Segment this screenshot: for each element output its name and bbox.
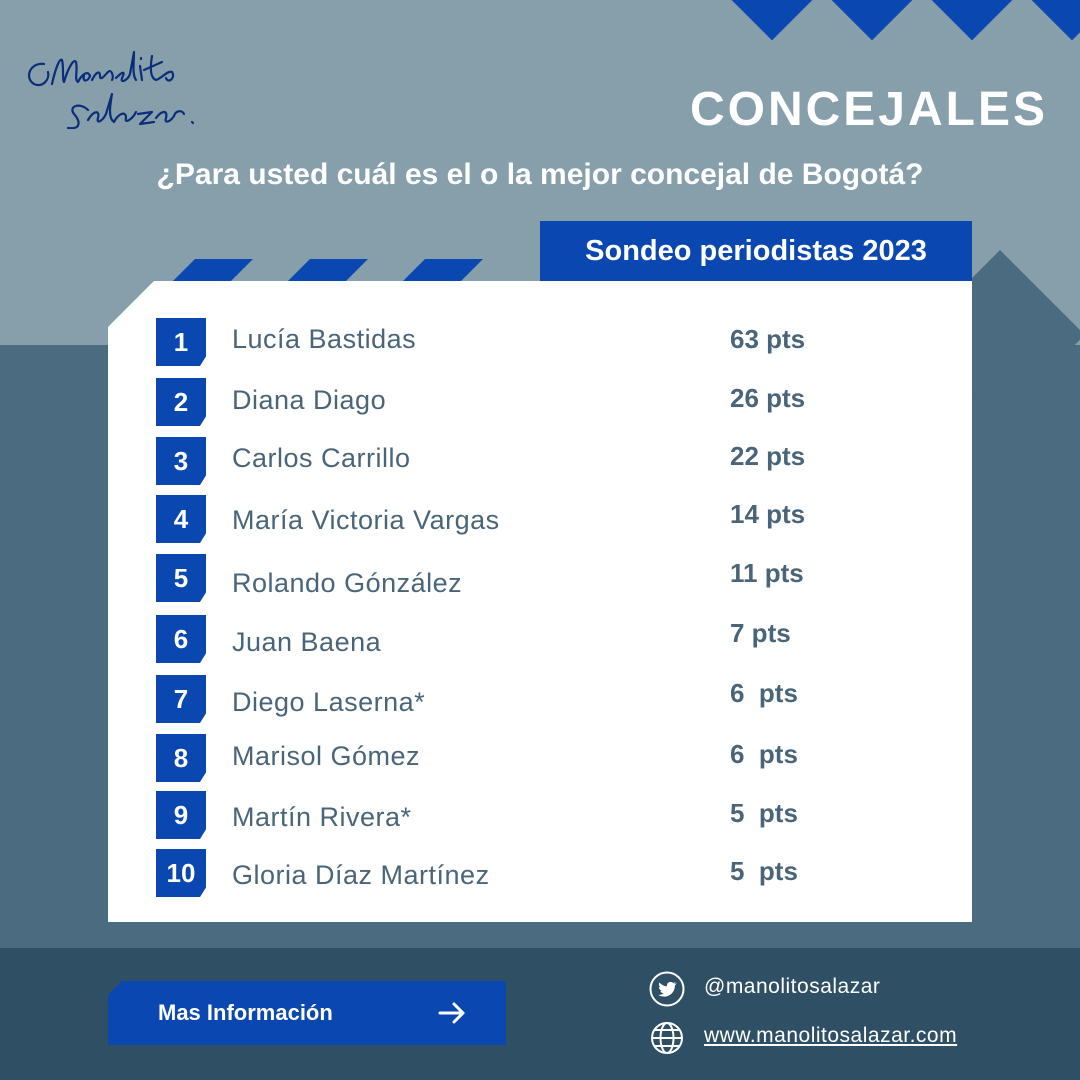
rank-badge: 3 xyxy=(156,437,206,485)
ranking-row: 8 Marisol Gómez 6 pts xyxy=(108,734,972,784)
website-link[interactable]: www.manolitosalazar.com xyxy=(704,1024,958,1047)
ranking-row: 10 Gloria Díaz Martínez 5 pts xyxy=(108,849,972,899)
twitter-handle: @manolitosalazar xyxy=(704,975,881,998)
ranking-row: 6 Juan Baena 7 pts xyxy=(108,615,972,665)
councilor-name: Juan Baena xyxy=(232,627,382,657)
twitter-icon xyxy=(649,971,685,1007)
ranking-card: 1 Lucía Bastidas 63 pts 2 Diana Diago 26… xyxy=(108,281,972,922)
ranking-row: 5 Rolando Gónzález 11 pts xyxy=(108,554,972,604)
points-value: 26 pts xyxy=(730,383,806,413)
rank-badge: 1 xyxy=(156,318,206,366)
signature-logo xyxy=(27,50,195,129)
points-value: 6 pts xyxy=(730,739,798,769)
points-value: 22 pts xyxy=(730,441,806,471)
ranking-row: 9 Martín Rivera* 5 pts xyxy=(108,791,972,841)
rank-badge: 2 xyxy=(156,378,206,426)
points-value: 6 pts xyxy=(730,678,798,708)
ranking-row: 4 María Victoria Vargas 14 pts xyxy=(108,495,972,545)
rank-badge: 8 xyxy=(156,734,206,782)
points-value: 11 pts xyxy=(730,558,804,588)
more-info-button[interactable]: Mas Información xyxy=(108,981,506,1045)
points-value: 5 pts xyxy=(730,856,798,886)
rank-badge: 5 xyxy=(156,554,206,602)
rank-badge: 4 xyxy=(156,495,206,543)
councilor-name: Marisol Gómez xyxy=(232,741,421,771)
twitter-contact[interactable]: @manolitosalazar xyxy=(648,970,880,1008)
globe-icon xyxy=(651,1022,683,1054)
councilor-name: Gloria Díaz Martínez xyxy=(232,860,490,890)
rank-badge: 10 xyxy=(156,849,206,897)
arrow-right-icon xyxy=(438,1002,465,1024)
councilor-name: María Victoria Vargas xyxy=(232,505,500,535)
points-value: 14 pts xyxy=(730,499,806,529)
survey-tag: Sondeo periodistas 2023 xyxy=(540,221,972,281)
councilor-name: Lucía Bastidas xyxy=(232,324,417,354)
ranking-row: 3 Carlos Carrillo 22 pts xyxy=(108,437,972,487)
website-contact[interactable]: www.manolitosalazar.com xyxy=(648,1019,957,1057)
councilor-name: Diego Laserna* xyxy=(232,687,426,717)
points-value: 5 pts xyxy=(730,798,798,828)
rank-badge: 6 xyxy=(156,615,206,663)
ranking-row: 7 Diego Laserna* 6 pts xyxy=(108,675,972,725)
more-info-label: Mas Información xyxy=(158,1000,333,1025)
councilor-name: Carlos Carrillo xyxy=(232,443,411,473)
councilor-name: Rolando Gónzález xyxy=(232,568,463,598)
ranking-row: 1 Lucía Bastidas 63 pts xyxy=(108,318,972,368)
rank-badge: 9 xyxy=(156,791,206,839)
councilor-name: Martín Rivera* xyxy=(232,802,412,832)
ranking-row: 2 Diana Diago 26 pts xyxy=(108,378,972,428)
points-value: 7 pts xyxy=(730,618,791,648)
survey-question: ¿Para usted cuál es el o la mejor concej… xyxy=(156,158,924,191)
rank-badge: 7 xyxy=(156,675,206,723)
page-title: CONCEJALES xyxy=(689,83,1048,136)
councilor-name: Diana Diago xyxy=(232,385,387,415)
points-value: 63 pts xyxy=(730,324,806,354)
